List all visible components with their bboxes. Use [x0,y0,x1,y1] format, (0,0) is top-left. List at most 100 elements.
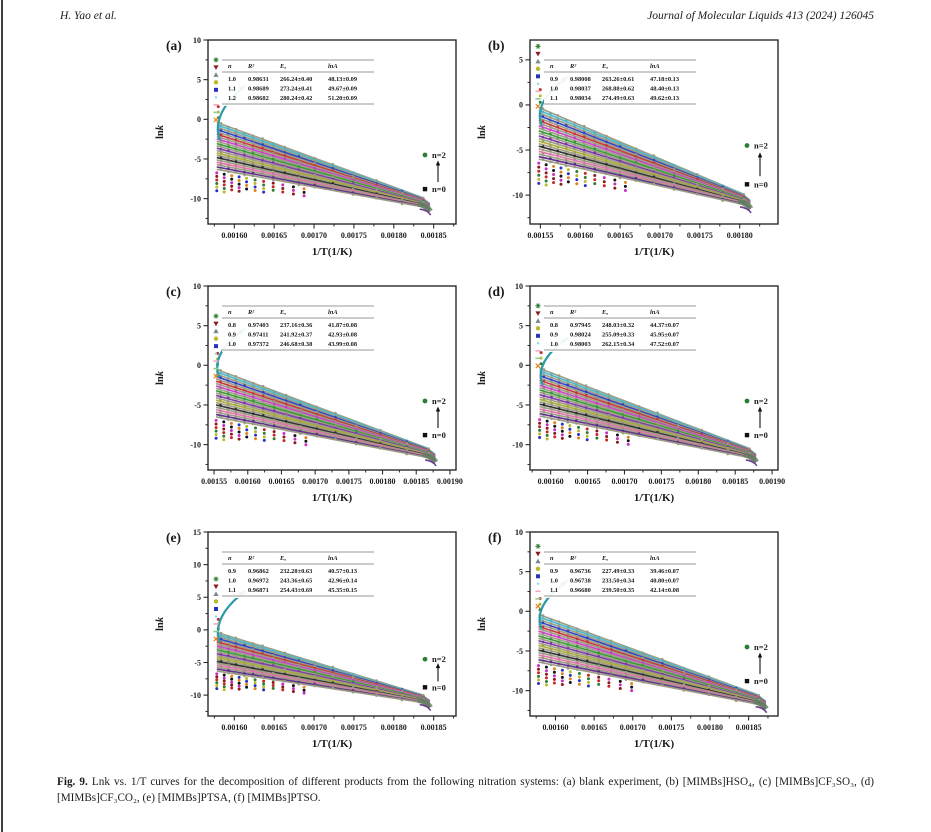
svg-text:246.68±0.38: 246.68±0.38 [280,341,312,348]
svg-text:0.00190: 0.00190 [759,477,785,486]
svg-text:51.20±0.09: 51.20±0.09 [328,95,357,102]
panel-label: (e) [166,530,181,545]
svg-text:0.00180: 0.00180 [697,723,723,732]
svg-text:-5: -5 [516,401,523,410]
svg-text:274.49±0.63: 274.49±0.63 [602,95,634,102]
y-axis-label: lnk [155,124,166,139]
svg-text:243.36±0.65: 243.36±0.65 [280,578,312,585]
svg-text:n=2: n=2 [432,396,446,406]
fan-series [539,367,759,467]
svg-text:R²: R² [247,555,255,562]
svg-text:0.00185: 0.00185 [421,231,447,240]
svg-text:n: n [550,309,554,316]
axes-frame [529,531,779,717]
series-marker-column [535,303,541,369]
svg-text:-10: -10 [190,194,201,203]
svg-text:10: 10 [193,282,201,291]
y-axis: 15 10 5 0 -5 -10 lnk [155,528,208,712]
panel-b-plot: 0.00155 0.00160 0.00165 0.00170 0.00175 0.001… [477,38,779,258]
svg-text:5: 5 [519,321,523,330]
svg-text:0: 0 [197,115,201,124]
panel-f-plot: 0.00160 0.00165 0.00170 0.00175 0.00180 0.001… [477,528,779,750]
svg-text:1.1: 1.1 [228,587,236,594]
svg-text:248.03±0.32: 248.03±0.32 [602,322,634,329]
svg-text:0.8: 0.8 [228,322,236,329]
svg-text:n=0: n=0 [432,430,446,440]
svg-text:0.00180: 0.00180 [727,231,753,240]
svg-text:R²: R² [569,555,577,562]
fan-series [538,613,769,714]
scatter-columns [537,88,627,192]
order-annotation: n=2 n=0 [422,150,446,194]
svg-text:5: 5 [197,75,201,84]
svg-text:1.0: 1.0 [228,341,236,348]
series-marker-column [535,543,541,609]
y-axis-label: lnk [477,370,488,385]
svg-text:lnA: lnA [328,63,338,70]
order-annotation: n=2 n=0 [422,396,446,440]
svg-text:0.00170: 0.00170 [647,231,673,240]
order-annotation: n=2 n=0 [744,141,768,189]
x-axis-label: 1/T(1/K) [634,492,675,504]
svg-text:262.15±0.34: 262.15±0.34 [602,341,635,348]
svg-text:n=2: n=2 [754,396,768,406]
svg-text:233.50±0.34: 233.50±0.34 [602,578,635,585]
svg-text:0.00170: 0.00170 [302,477,328,486]
panel-a-plot: 0.00160 0.00165 0.00170 0.00175 0.00180 0.001… [155,36,457,258]
svg-text:0.00185: 0.00185 [722,477,748,486]
series-marker-column [213,57,219,123]
axes-frame [529,39,779,225]
svg-text:0: 0 [197,626,201,635]
svg-text:49.62±0.13: 49.62±0.13 [650,95,679,102]
scatter-columns [538,351,630,446]
svg-text:Eₐ: Eₐ [279,63,286,70]
svg-text:10: 10 [193,560,201,569]
x-axis: 0.00155 0.00160 0.00165 0.00170 0.00175 0.001… [201,470,463,504]
svg-text:0.98037: 0.98037 [570,86,592,93]
svg-text:0.00160: 0.00160 [221,231,247,240]
scatter-columns [536,597,634,693]
svg-text:1.2: 1.2 [228,95,236,102]
svg-text:0.96738: 0.96738 [570,578,591,585]
svg-text:0.97372: 0.97372 [248,341,269,348]
svg-text:0.98034: 0.98034 [570,95,592,102]
svg-text:0.9: 0.9 [550,568,558,575]
axes-frame [207,39,457,225]
svg-text:R²: R² [247,63,255,70]
scatter-columns [215,617,306,695]
svg-text:241.92±0.37: 241.92±0.37 [280,332,313,339]
svg-text:5: 5 [197,593,201,602]
svg-text:0.98631: 0.98631 [248,76,269,83]
fan-series [216,631,433,712]
svg-text:0.00165: 0.00165 [607,231,633,240]
panel-d-content: 0.00160 0.00165 0.00170 0.00175 0.00180 0.001… [477,282,785,504]
svg-text:47.18±0.13: 47.18±0.13 [650,76,679,83]
panel-e: 0.00160 0.00165 0.00170 0.00175 0.00180 0.001… [148,520,470,766]
svg-text:40.57±0.13: 40.57±0.13 [328,568,357,575]
svg-text:0.96871: 0.96871 [248,587,269,594]
svg-text:-5: -5 [516,146,523,155]
order-annotation: n=2 n=0 [744,396,768,440]
svg-text:1.0: 1.0 [228,76,236,83]
panel-label: (f) [488,530,502,545]
panel-d: 0.00160 0.00165 0.00170 0.00175 0.00180 0.001… [470,274,792,520]
svg-text:266.24±0.40: 266.24±0.40 [280,76,312,83]
svg-text:0.9: 0.9 [550,332,558,339]
series-marker-column [213,313,219,379]
svg-text:42.93±0.08: 42.93±0.08 [328,332,357,339]
svg-text:0.96736: 0.96736 [570,568,592,575]
legend-table: n R² Eₐ lnA 0.8 0.97945 248.03±0.32 44.37±0.07 0… [544,301,696,352]
y-axis-label: lnk [155,370,166,385]
svg-text:n=0: n=0 [754,179,768,189]
svg-text:268.88±0.62: 268.88±0.62 [602,86,634,93]
caption-label: Fig. 9. [57,776,88,788]
svg-text:n=2: n=2 [754,141,768,151]
axes-frame [207,531,457,717]
svg-text:239.50±0.35: 239.50±0.35 [602,587,634,594]
svg-text:41.87±0.08: 41.87±0.08 [328,322,357,329]
svg-text:47.52±0.07: 47.52±0.07 [650,341,680,348]
svg-text:R²: R² [569,63,577,70]
order-annotation: n=2 n=0 [422,654,446,692]
svg-text:0.96680: 0.96680 [570,587,591,594]
svg-text:0.00180: 0.00180 [370,477,396,486]
